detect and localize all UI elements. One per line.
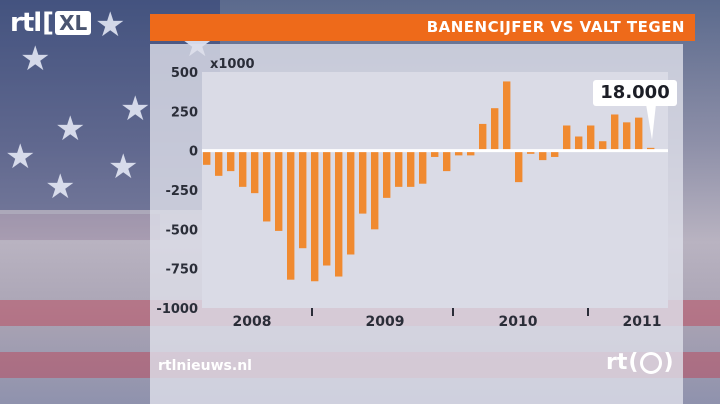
- bar-series: [203, 81, 655, 282]
- bar: [335, 150, 343, 277]
- callout-pointer: [646, 104, 656, 140]
- bar: [467, 150, 475, 156]
- website-url: rtlnieuws.nl: [158, 358, 252, 374]
- y-tick-label: -1000: [156, 302, 198, 317]
- y-unit-label: x1000: [210, 57, 255, 72]
- star-icon: ★: [108, 147, 139, 187]
- y-tick-label: -250: [165, 184, 198, 199]
- logo-bracket: [: [42, 8, 55, 38]
- star-icon: ★: [120, 89, 151, 129]
- y-tick-label: 0: [189, 145, 198, 160]
- y-axis-ticks: 500 250 0 -250 -500 -750 -1000: [156, 66, 198, 317]
- rtl-watermark-logo: rt(): [606, 350, 674, 375]
- bar: [239, 150, 247, 187]
- bar: [527, 150, 535, 154]
- star-icon: ★: [45, 167, 76, 207]
- bar: [419, 150, 427, 184]
- headline-bar: BANENCIJFER VS VALT TEGEN: [150, 14, 695, 41]
- bar: [311, 150, 319, 282]
- jobs-bar-chart: 500 250 0 -250 -500 -750 -1000 2008 2009 2010 201…: [156, 57, 668, 330]
- channel-logo: rtl [ XL: [10, 8, 92, 38]
- bar: [251, 150, 259, 194]
- y-tick-label: 500: [171, 66, 198, 81]
- x-year-label: 2011: [623, 314, 662, 330]
- bar: [347, 150, 355, 255]
- y-tick-label: -750: [165, 263, 198, 278]
- bar: [227, 150, 235, 172]
- x-year-label: 2009: [366, 314, 405, 330]
- bar: [383, 150, 391, 198]
- latest-value-callout: 18.000: [593, 80, 677, 106]
- bar: [575, 136, 583, 151]
- star-icon: ★: [5, 137, 36, 177]
- bar: [287, 150, 295, 280]
- bar: [635, 117, 643, 151]
- bar: [503, 81, 511, 151]
- plot-area: [202, 72, 668, 308]
- bar: [203, 150, 211, 165]
- star-icon: ★: [55, 109, 86, 149]
- bar: [611, 114, 619, 151]
- bar: [491, 108, 499, 151]
- bar: [515, 150, 523, 183]
- star-icon: ★: [95, 5, 126, 45]
- watermark-text: rt: [606, 350, 628, 375]
- bar: [479, 123, 487, 151]
- headline-text: BANENCIJFER VS VALT TEGEN: [426, 18, 685, 36]
- bar: [299, 150, 307, 249]
- bar: [371, 150, 379, 230]
- bar: [623, 122, 631, 151]
- bar: [395, 150, 403, 187]
- logo-xl-badge: XL: [55, 11, 92, 35]
- bar: [359, 150, 367, 214]
- flag-stripe: [0, 214, 160, 240]
- bar: [551, 150, 559, 157]
- bar: [431, 150, 439, 157]
- y-tick-label: -500: [165, 223, 198, 238]
- x-year-label: 2008: [233, 314, 272, 330]
- bar: [215, 150, 223, 176]
- bar: [263, 150, 271, 222]
- bar: [407, 150, 415, 187]
- bar: [539, 150, 547, 161]
- x-axis-separators: [311, 308, 589, 316]
- bar: [455, 150, 463, 156]
- bar: [599, 141, 607, 151]
- logo-rtl-text: rtl: [10, 8, 42, 38]
- x-axis-labels: 2008 2009 2010 2011: [233, 314, 662, 330]
- x-year-label: 2010: [499, 314, 538, 330]
- bar: [275, 150, 283, 231]
- ring-icon: [640, 351, 663, 374]
- y-tick-label: 250: [171, 105, 198, 120]
- bar: [587, 125, 595, 151]
- star-icon: ★: [20, 39, 51, 79]
- bar: [563, 125, 571, 151]
- bar: [323, 150, 331, 266]
- bar: [443, 150, 451, 172]
